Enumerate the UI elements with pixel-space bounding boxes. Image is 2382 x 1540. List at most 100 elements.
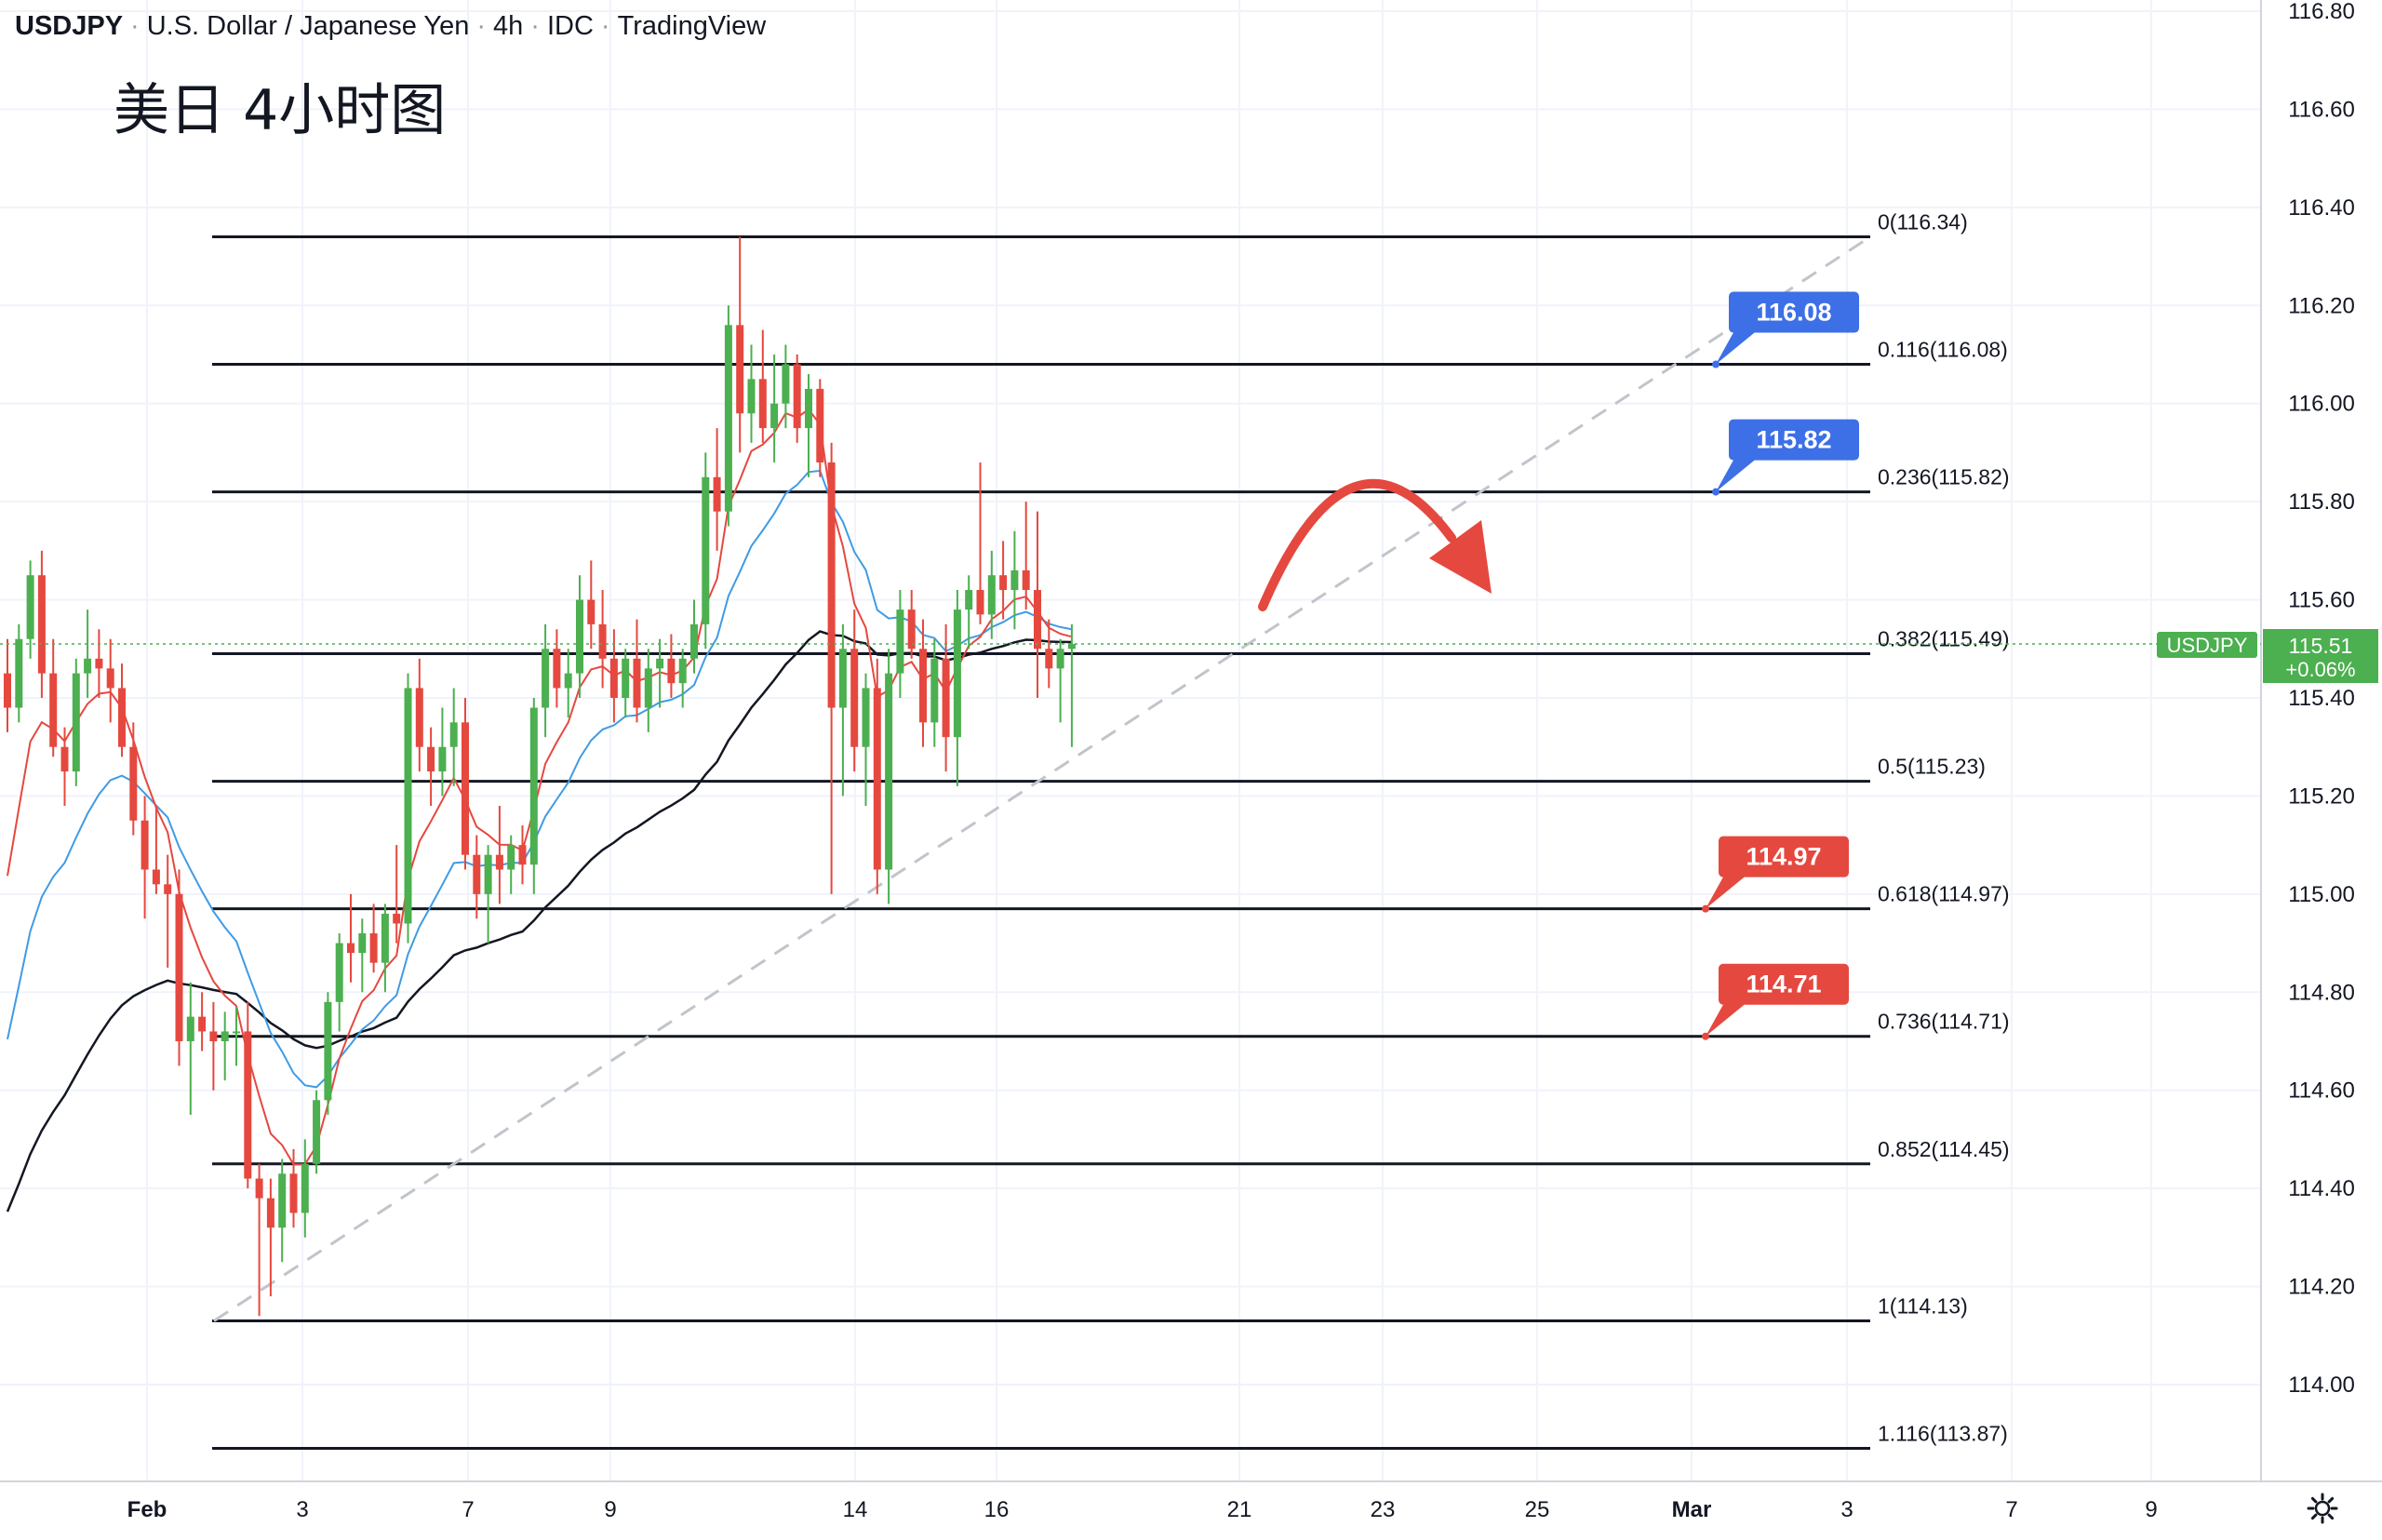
candle — [347, 893, 355, 983]
candle — [335, 933, 343, 1032]
candle-body — [758, 379, 767, 429]
x-tick-label: 9 — [2145, 1497, 2157, 1522]
candle — [805, 374, 812, 477]
candle-body — [553, 649, 561, 689]
y-tick-label: 114.00 — [2288, 1373, 2355, 1398]
candle — [987, 550, 996, 639]
candle — [289, 1148, 298, 1228]
candle-body — [953, 609, 961, 738]
candle — [907, 590, 916, 659]
candle — [278, 1158, 287, 1263]
candle — [576, 575, 583, 698]
candle-body — [736, 325, 744, 414]
candle — [622, 649, 630, 718]
candle — [930, 638, 939, 747]
candle-body — [885, 673, 893, 870]
target-tag-anchor — [1712, 360, 1720, 368]
slow-moving-average — [6, 630, 1072, 1212]
candle-body — [26, 575, 34, 639]
candle — [255, 1163, 263, 1317]
target-tag-text: 114.71 — [1746, 971, 1821, 998]
candle — [358, 918, 367, 993]
candle-body — [175, 893, 183, 1041]
candle-body — [4, 673, 11, 708]
candle — [667, 634, 676, 698]
candle — [1010, 530, 1019, 630]
candle-body — [369, 933, 378, 963]
fib-level-label: 0.236(115.82) — [1878, 465, 2010, 489]
target-tag-box — [1719, 836, 1849, 877]
candle-body — [106, 668, 114, 689]
candle — [473, 835, 481, 919]
candle-body — [609, 658, 618, 698]
x-tick-label: Feb — [127, 1497, 167, 1522]
candle-body — [713, 476, 721, 512]
candle-body — [667, 658, 676, 684]
y-tick-label: 114.60 — [2288, 1078, 2355, 1104]
candle — [233, 1007, 240, 1066]
candle — [838, 623, 847, 797]
candle-body — [1022, 569, 1030, 591]
target-tag-text: 114.97 — [1746, 843, 1821, 871]
moving-averages — [6, 408, 1073, 1212]
instrument-name: U.S. Dollar / Japanese Yen — [146, 11, 470, 41]
candle-body — [678, 658, 687, 684]
candle-body — [244, 1031, 252, 1179]
candle-body — [473, 854, 481, 894]
candle-body — [278, 1173, 287, 1228]
candle-body — [942, 658, 950, 738]
candle — [244, 1001, 252, 1189]
candle-body — [484, 854, 492, 894]
candle-body — [198, 1016, 207, 1032]
candle — [724, 305, 732, 527]
platform: TradingView — [617, 11, 767, 41]
y-tick-label: 114.80 — [2288, 980, 2355, 1005]
candle-body — [919, 649, 927, 723]
candle — [49, 638, 58, 757]
y-tick-label: 116.00 — [2288, 392, 2355, 417]
candle-body — [95, 658, 103, 669]
candle — [976, 462, 984, 624]
candle — [862, 673, 870, 806]
y-tick-label: 115.80 — [2288, 489, 2355, 515]
candle — [393, 845, 401, 944]
candle-body — [542, 649, 550, 708]
x-tick-label: 3 — [1840, 1497, 1853, 1522]
gear-icon[interactable] — [2306, 1492, 2339, 1525]
fib-level-label: 0.736(114.71) — [1878, 1010, 2010, 1034]
candle — [553, 629, 561, 708]
candle-body — [965, 590, 973, 610]
candle-body — [301, 1163, 309, 1213]
candle-body — [152, 869, 160, 885]
target-tag: 116.08 — [1712, 291, 1859, 368]
candle-body — [438, 746, 447, 772]
candle-body — [1010, 569, 1019, 591]
candle-body — [598, 623, 607, 659]
fast-moving-average — [7, 408, 1073, 1166]
timeframe[interactable]: 4h — [493, 11, 524, 41]
candle — [850, 609, 859, 772]
candle — [542, 623, 550, 738]
target-tag-text: 116.08 — [1756, 299, 1831, 327]
target-tag-pointer — [1716, 458, 1757, 492]
fib-level-label: 0.382(115.49) — [1878, 627, 2010, 651]
candle — [702, 452, 710, 649]
candle-body — [564, 673, 572, 689]
trendline-line — [213, 235, 1871, 1322]
candle — [221, 1011, 229, 1081]
candle-body — [827, 462, 836, 708]
candle-body — [209, 1031, 218, 1041]
candle-body — [358, 933, 367, 954]
candle-body — [415, 688, 423, 747]
fib-level-label: 0(116.34) — [1878, 209, 1968, 234]
fibonacci-levels: 0(116.34) 0.116(116.08) 0.236(115.82) 0.382… — [212, 209, 2010, 1451]
target-tag-pointer — [1706, 875, 1746, 909]
candle — [152, 805, 160, 894]
candle — [198, 992, 207, 1051]
candle — [164, 854, 172, 968]
candle-body — [72, 673, 80, 772]
candle — [495, 805, 503, 904]
candle-body — [782, 364, 790, 404]
candle-body — [255, 1178, 263, 1199]
